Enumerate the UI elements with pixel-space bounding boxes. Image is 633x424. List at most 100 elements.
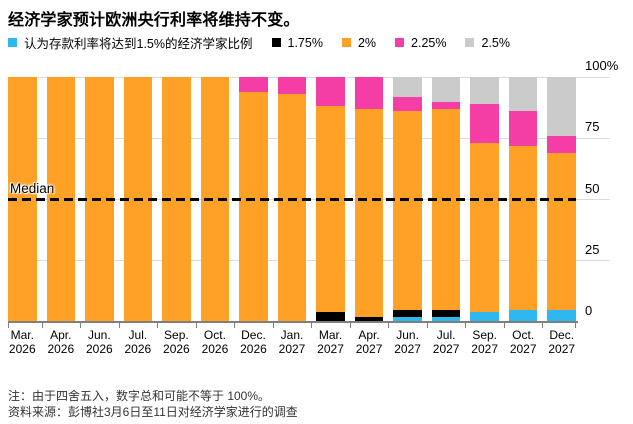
axis-tick <box>426 323 428 328</box>
x-label-year: 2027 <box>509 342 537 356</box>
bar-dec-2026 <box>239 77 268 322</box>
x-axis-label-dec-2027: Dec. 2027 <box>534 328 590 356</box>
legend-label: 1.75% <box>287 35 323 50</box>
bar-segment-2 <box>277 94 307 322</box>
gridline-75 <box>8 137 610 139</box>
x-label-year: 2027 <box>317 342 344 356</box>
bar-segment-25 <box>547 77 576 136</box>
gridline-100 <box>8 76 610 78</box>
legend-item-rate-2-25pct: 2.25% <box>395 36 446 50</box>
legend-label: 2.25% <box>411 35 447 50</box>
chart-source: 资料来源：彭博社3月6日至11日对经济学家进行的调查 <box>8 405 298 419</box>
x-label-year: 2026 <box>240 342 267 356</box>
bar-jan-2027 <box>277 77 307 322</box>
legend-swatch-rate-1-75pct <box>271 38 281 47</box>
legend-item-rate-2-5pct: 2.5% <box>465 36 510 50</box>
axis-tick <box>80 323 82 328</box>
x-axis-label-sep-2027: Sep. 2027 <box>457 328 513 356</box>
bar-segment-15 <box>470 312 499 322</box>
bar-segment-175 <box>431 309 461 318</box>
x-label-month: Sep. <box>164 328 189 342</box>
y-axis-label-50: 50 <box>585 180 600 196</box>
bar-segment-2 <box>431 108 461 310</box>
axis-tick <box>272 323 274 328</box>
x-label-year: 2026 <box>201 342 229 356</box>
bar-segment-15 <box>508 309 538 322</box>
bar-segment-225 <box>316 77 345 107</box>
x-label-year: 2027 <box>278 342 306 356</box>
y-axis-label-0: 0 <box>585 303 593 318</box>
bar-segment-225 <box>393 96 422 112</box>
chart-note: 注：由于四舍五入，数字总和可能不等于 100%。 <box>8 389 271 403</box>
bar-segment-25 <box>508 77 538 112</box>
gridline-25 <box>8 260 610 262</box>
x-label-year: 2026 <box>85 342 113 356</box>
legend-swatch-rate-2-5pct <box>465 38 475 47</box>
legend-label: 2% <box>357 35 377 50</box>
bar-segment-2 <box>239 91 268 322</box>
bar-segment-225 <box>354 77 384 109</box>
x-label-month: Jan. <box>280 328 304 342</box>
bar-apr-2027 <box>354 77 384 322</box>
axis-tick <box>311 323 313 328</box>
bar-dec-2027 <box>547 77 576 322</box>
bar-segment-225 <box>470 103 499 144</box>
bar-jun-2027 <box>393 77 422 322</box>
axis-tick <box>234 323 236 328</box>
x-axis-label-dec-2026: Dec. 2026 <box>225 328 281 356</box>
axis-tick <box>388 323 390 328</box>
x-label-year: 2026 <box>8 342 36 356</box>
y-axis-label-25: 25 <box>585 241 600 257</box>
x-axis-label-oct-2027: Oct. 2027 <box>495 328 551 356</box>
bar-segment-2 <box>393 111 422 310</box>
axis-tick <box>503 323 505 328</box>
bar-segment-25 <box>393 77 422 97</box>
bar-segment-2 <box>354 108 384 318</box>
x-label-month: Oct. <box>512 328 535 342</box>
x-axis-label-jun-2026: Jun. 2026 <box>71 328 127 356</box>
bar-segment-225 <box>431 101 461 109</box>
bar-segment-225 <box>239 77 268 92</box>
legend: 认为存款利率将达到1.5%的经济学家比例 1.75% 2% 2.25% 2.5% <box>8 33 529 52</box>
plot-area: Median 100% 75 50 25 0 Mar. 2026 Apr. 2026 Jun. 2… <box>8 58 618 356</box>
x-label-month: Jun. <box>87 328 111 342</box>
bar-segment-2 <box>547 152 576 310</box>
x-label-year: 2027 <box>471 342 498 356</box>
bar-sep-2027 <box>470 77 499 322</box>
legend-swatch-rate-2pct <box>341 38 351 47</box>
x-label-year: 2027 <box>548 342 576 356</box>
axis-tick <box>157 323 159 328</box>
legend-item-rate-1-75pct: 1.75% <box>271 35 323 50</box>
bar-segment-175 <box>393 309 422 318</box>
bar-segment-2 <box>470 143 499 313</box>
x-axis-label-mar-2027: Mar. 2027 <box>303 328 359 356</box>
legend-item-deposit-rate-1-5pct: 认为存款利率将达到1.5%的经济学家比例 <box>8 33 253 52</box>
median-line <box>8 197 576 201</box>
x-label-year: 2027 <box>432 342 460 356</box>
bar-oct-2027 <box>508 77 538 322</box>
x-label-year: 2027 <box>355 342 383 356</box>
x-label-month: Jul. <box>128 328 148 342</box>
axis-tick <box>575 323 576 328</box>
bar-segment-225 <box>508 111 538 146</box>
x-label-month: Apr. <box>50 328 72 342</box>
axis-tick <box>118 323 120 328</box>
x-axis-label-jun-2027: Jun. 2027 <box>380 328 436 356</box>
x-label-year: 2026 <box>47 342 75 356</box>
axis-tick <box>8 323 9 328</box>
legend-swatch-rate-2-25pct <box>395 38 405 47</box>
chart-title: 经济学家预计欧洲央行利率将维持不变。 <box>8 12 300 29</box>
x-label-month: Oct. <box>203 328 226 342</box>
bar-segment-15 <box>393 317 422 322</box>
bar-segment-25 <box>470 77 499 104</box>
x-label-month: Sep. <box>472 328 497 342</box>
y-axis-label-100: 100% <box>585 58 619 73</box>
bar-segment-175 <box>316 312 345 322</box>
x-axis-label-mar-2026: Mar. 2026 <box>0 328 50 356</box>
x-axis-label-jul-2026: Jul. 2026 <box>110 328 166 356</box>
x-label-month: Apr. <box>358 328 380 342</box>
y-axis-label-75: 75 <box>585 119 600 135</box>
x-label-month: Mar. <box>10 328 34 342</box>
